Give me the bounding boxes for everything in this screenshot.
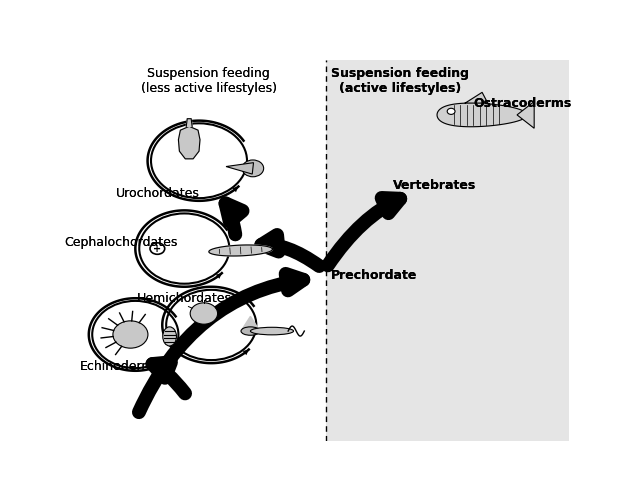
Circle shape (113, 321, 148, 348)
Polygon shape (437, 103, 527, 127)
Text: Suspension feeding
(active lifestyles): Suspension feeding (active lifestyles) (331, 66, 469, 95)
Text: Prechordate: Prechordate (331, 269, 418, 282)
Bar (326, 60, 569, 441)
Text: Echinoderms: Echinoderms (80, 361, 161, 373)
Text: Hemichordates: Hemichordates (137, 292, 232, 305)
Circle shape (447, 108, 455, 115)
Ellipse shape (241, 327, 260, 335)
Polygon shape (465, 92, 488, 103)
Text: Urochordates: Urochordates (116, 186, 199, 200)
Ellipse shape (163, 327, 176, 346)
Text: Cephalochordates: Cephalochordates (64, 236, 178, 249)
Text: Vertebrates: Vertebrates (392, 179, 476, 192)
Text: Suspension feeding
(active lifestyles): Suspension feeding (active lifestyles) (331, 66, 469, 95)
Text: Suspension feeding
(less active lifestyles): Suspension feeding (less active lifestyl… (141, 66, 277, 95)
Circle shape (190, 303, 217, 324)
Text: Vertebrates: Vertebrates (392, 179, 476, 192)
Circle shape (242, 160, 264, 177)
Circle shape (150, 243, 165, 254)
Polygon shape (209, 245, 272, 256)
Text: Prechordate: Prechordate (331, 269, 418, 282)
Polygon shape (178, 126, 200, 159)
Text: +: + (154, 244, 161, 253)
Polygon shape (226, 163, 253, 174)
Text: Ostracoderms: Ostracoderms (473, 97, 571, 110)
Text: Cephalochordates: Cephalochordates (64, 236, 178, 249)
Polygon shape (186, 119, 192, 126)
Text: Hemichordates: Hemichordates (137, 292, 232, 305)
Text: Urochordates: Urochordates (116, 186, 199, 200)
Text: Suspension feeding
(less active lifestyles): Suspension feeding (less active lifestyl… (141, 66, 277, 95)
Polygon shape (242, 316, 258, 329)
Ellipse shape (250, 327, 293, 335)
Text: Ostracoderms: Ostracoderms (473, 97, 571, 110)
Text: Echinoderms: Echinoderms (80, 361, 161, 373)
Polygon shape (517, 102, 534, 128)
